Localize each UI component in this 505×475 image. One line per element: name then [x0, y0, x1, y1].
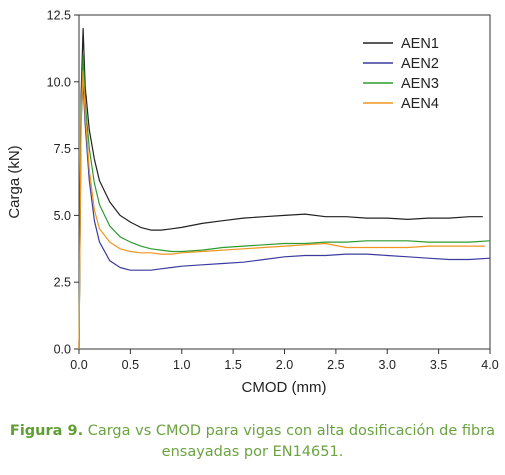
legend-label: AEN4 — [401, 96, 439, 112]
y-tick-label: 2.5 — [54, 276, 71, 290]
y-axis-label: Carga (kN) — [6, 145, 23, 218]
y-tick-label: 12.5 — [47, 9, 71, 23]
x-tick-label: 2.0 — [276, 358, 293, 372]
y-tick-label: 5.0 — [54, 209, 71, 223]
legend: AEN1 AEN2 AEN3 AEN4 — [363, 36, 439, 112]
x-tick-label: 3.5 — [430, 358, 447, 372]
series-line-aen1 — [78, 27, 483, 350]
line-chart: 0.0 0.5 1.0 1.5 2.0 2.5 3.0 3.5 4.0 0.0 2.5 5.0 7.5 1… — [6, 9, 499, 397]
legend-label: AEN1 — [401, 36, 439, 52]
series-line-aen3 — [78, 54, 491, 350]
legend-label: AEN2 — [401, 56, 439, 72]
y-tick-label: 10.0 — [47, 75, 71, 89]
figure-caption: Figura 9. Carga vs CMOD para vigas con a… — [0, 421, 505, 463]
x-tick-label: 4.0 — [481, 358, 498, 372]
x-axis-label: CMOD (mm) — [242, 379, 327, 396]
series-line-aen2 — [78, 81, 491, 350]
caption-line2: ensayadas por EN14651. — [161, 444, 344, 460]
axis-ticks: 0.0 0.5 1.0 1.5 2.0 2.5 3.0 3.5 4.0 0.0 2.5 5.0 7.5 1… — [47, 9, 499, 373]
x-tick-label: 0.5 — [122, 358, 139, 372]
y-tick-label: 7.5 — [54, 142, 71, 156]
plot-frame — [78, 14, 491, 350]
y-tick-label: 0.0 — [54, 343, 71, 357]
x-tick-label: 2.5 — [327, 358, 344, 372]
x-tick-label: 3.0 — [379, 358, 396, 372]
series-layer — [78, 27, 491, 350]
x-tick-label: 1.0 — [173, 358, 190, 372]
caption-lead: Figura 9. — [9, 423, 84, 439]
series-line-aen4 — [78, 70, 485, 350]
caption-line1: Carga vs CMOD para vigas con alta dosifi… — [83, 423, 496, 439]
x-tick-label: 0.0 — [70, 358, 87, 372]
legend-label: AEN3 — [401, 76, 439, 92]
x-tick-label: 1.5 — [224, 358, 241, 372]
